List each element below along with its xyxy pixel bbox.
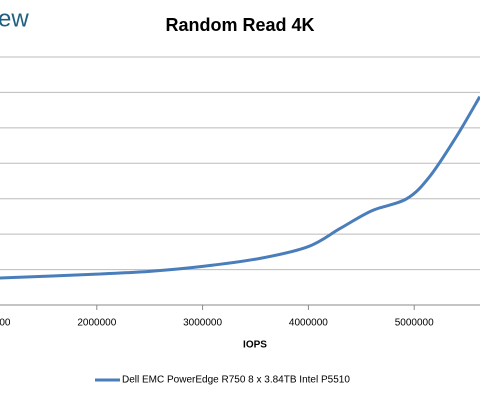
x-axis-label: IOPS xyxy=(243,340,267,351)
x-tick-label: 5000000 xyxy=(395,318,434,329)
x-tick-label: 1000000 xyxy=(0,318,11,329)
series-line xyxy=(0,95,480,280)
chart-title: Random Read 4K xyxy=(165,15,314,35)
x-tick-label: 2000000 xyxy=(77,318,116,329)
legend-label: Dell EMC PowerEdge R750 8 x 3.84TB Intel… xyxy=(122,375,350,386)
x-tick-label: 3000000 xyxy=(183,318,222,329)
logo: ew xyxy=(0,5,29,32)
x-tick-label: 4000000 xyxy=(289,318,328,329)
